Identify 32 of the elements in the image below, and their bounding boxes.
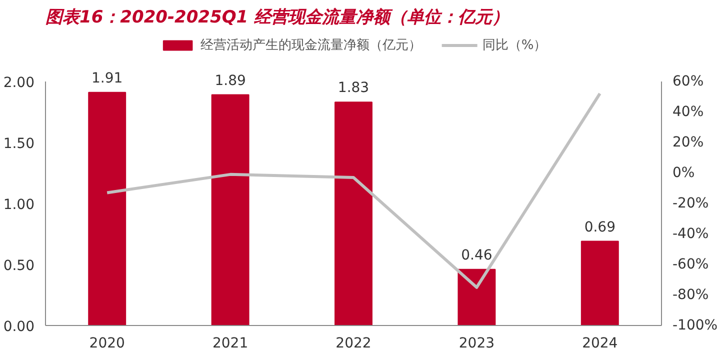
bar [211,94,250,326]
data-label: 1.91 [92,70,123,86]
y2-tick-label: -40% [672,226,709,242]
bar [458,268,496,326]
y2-tick-label: 60% [672,73,704,90]
bar [580,240,619,326]
y-tick-label: 0.00 [3,319,34,335]
y2-tick-label: -20% [672,195,709,212]
y-tick-label: 0.50 [3,258,34,274]
y-tick-label: 1.50 [3,136,34,152]
y2-tick-label: 20% [672,134,704,150]
x-tick-label: 2023 [458,336,495,352]
y2-tick-label: -60% [672,256,709,272]
y-tick-label: 1.00 [3,196,34,213]
y-tick-label: 2.00 [3,74,34,91]
bar [88,92,126,326]
x-tick-label: 2022 [336,336,372,352]
data-label: 1.83 [338,80,370,96]
x-tick-label: 2021 [212,336,248,352]
chart-title: 图表16：2020-2025Q1 经营现金流量净额（单位：亿元） [46,8,510,28]
data-label: 0.46 [461,247,492,264]
data-label: 0.69 [584,219,616,236]
x-tick-label: 2020 [89,336,125,352]
legend-label: 经营活动产生的现金流量净额（亿元） [200,37,422,54]
y2-tick-label: 0% [672,164,695,181]
y2-tick-label: -80% [672,286,709,303]
bar [334,102,372,326]
legend-label: 同比（%） [482,37,547,54]
y2-tick-label: -100% [672,318,718,334]
y2-tick-label: 40% [672,104,704,120]
x-tick-label: 2024 [582,336,618,352]
data-label: 1.89 [214,72,246,89]
